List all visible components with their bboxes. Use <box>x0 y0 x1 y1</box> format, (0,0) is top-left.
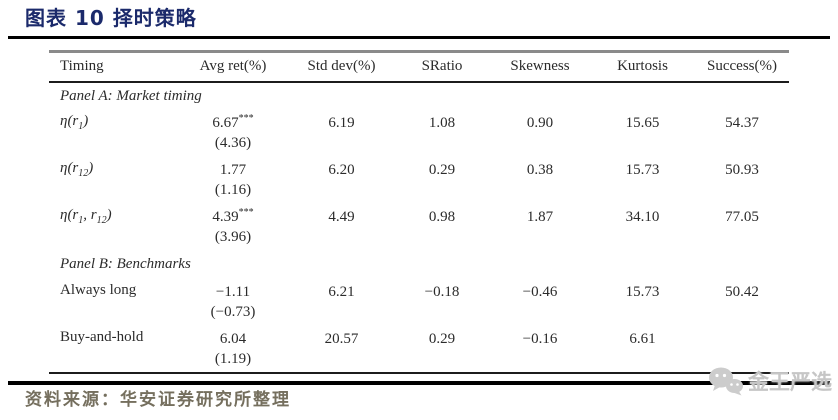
cell-success: 77.05 <box>725 208 759 225</box>
cell-skewness: 1.87 <box>526 208 554 225</box>
row-label: η(r1) <box>60 112 89 132</box>
row-label: Buy-and-hold <box>60 328 144 345</box>
cell-t-stat: (3.96) <box>214 228 252 245</box>
cell-avg-ret: 6.67*** (4.36) <box>177 110 289 157</box>
panel-a-label: Panel A: Market timing <box>60 87 202 104</box>
row-label: η(r12) <box>60 159 94 179</box>
wechat-icon <box>708 366 744 396</box>
cell-std-dev: 6.19 <box>328 114 355 131</box>
cell-sratio: 1.08 <box>428 114 456 131</box>
col-header-skewness: Skewness <box>490 51 590 83</box>
cell-kurtosis: 15.73 <box>625 283 660 300</box>
cell-skewness: 0.90 <box>526 114 554 131</box>
cell-skewness: −0.46 <box>522 283 558 300</box>
cell-success: 50.93 <box>725 161 759 178</box>
cell-success: 54.37 <box>725 114 759 131</box>
source-note: 资料来源：华安证券研究所整理 <box>25 390 291 409</box>
header-row: Timing Avg ret(%) Std dev(%) SRatio Skew… <box>49 51 789 83</box>
table-row-buy-and-hold: Buy-and-hold 6.04 (1.19) 20.57 0.29 −0.1… <box>49 326 789 373</box>
timing-strategy-table: Timing Avg ret(%) Std dev(%) SRatio Skew… <box>49 50 789 374</box>
table-row-eta-r1-r12: η(r1, r12) 4.39*** (3.96) 4.49 0.98 1.87… <box>49 204 789 251</box>
cell-std-dev: 20.57 <box>324 330 359 347</box>
row-label: η(r1, r12) <box>60 206 112 226</box>
table-row-eta-r1: η(r1) 6.67*** (4.36) 6.19 1.08 0.90 15.6… <box>49 110 789 157</box>
panel-b-label: Panel B: Benchmarks <box>60 256 191 272</box>
cell-t-stat: (−0.73) <box>210 303 256 320</box>
cell-kurtosis: 6.61 <box>629 330 656 347</box>
figure-title: 图表 10 择时策略 <box>25 6 197 30</box>
panel-a-row: Panel A: Market timing <box>49 82 789 110</box>
col-header-success: Success(%) <box>695 51 789 83</box>
panel-b-row: Panel B: Benchmarks <box>49 251 789 279</box>
cell-kurtosis: 15.73 <box>625 161 660 178</box>
stats-table-container: Timing Avg ret(%) Std dev(%) SRatio Skew… <box>49 50 789 374</box>
col-header-sratio: SRatio <box>394 51 490 83</box>
col-header-kurtosis: Kurtosis <box>590 51 695 83</box>
cell-kurtosis: 15.65 <box>625 114 660 131</box>
cell-sratio: −0.18 <box>424 283 460 300</box>
cell-sratio: 0.29 <box>428 161 456 178</box>
cell-skewness: −0.16 <box>522 330 558 347</box>
footer-rule <box>8 381 830 385</box>
title-rule <box>8 36 830 39</box>
cell-std-dev: 4.49 <box>328 208 355 225</box>
table-row-always-long: Always long −1.11 (−0.73) 6.21 −0.18 −0.… <box>49 279 789 326</box>
cell-sratio: 0.29 <box>428 330 456 347</box>
watermark: 金王严选 <box>708 366 832 396</box>
cell-avg-ret: 6.04 (1.19) <box>177 326 289 373</box>
cell-kurtosis: 34.10 <box>625 208 660 225</box>
col-header-avg-ret: Avg ret(%) <box>177 51 289 83</box>
cell-skewness: 0.38 <box>526 161 554 178</box>
cell-std-dev: 6.20 <box>328 161 355 178</box>
col-header-timing: Timing <box>49 51 177 83</box>
watermark-text: 金王严选 <box>748 370 832 394</box>
cell-sratio: 0.98 <box>428 208 456 225</box>
cell-avg-ret: −1.11 (−0.73) <box>177 279 289 326</box>
cell-avg-ret: 4.39*** (3.96) <box>177 204 289 251</box>
table-row-eta-r12: η(r12) 1.77 (1.16) 6.20 0.29 0.38 15.73 … <box>49 157 789 204</box>
col-header-std-dev: Std dev(%) <box>289 51 394 83</box>
cell-success: 50.42 <box>725 283 759 300</box>
row-label: Always long <box>60 281 137 298</box>
cell-std-dev: 6.21 <box>328 283 355 300</box>
cell-t-stat: (1.16) <box>214 181 252 198</box>
cell-t-stat: (4.36) <box>214 134 252 151</box>
cell-avg-ret: 1.77 (1.16) <box>177 157 289 204</box>
cell-t-stat: (1.19) <box>214 350 252 367</box>
